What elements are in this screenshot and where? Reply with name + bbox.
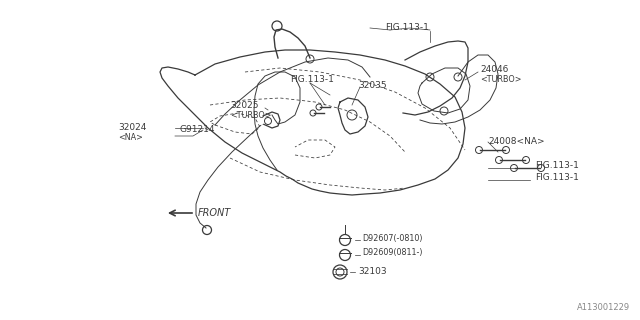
- Text: 24008<NA>: 24008<NA>: [488, 138, 545, 147]
- Text: A113001229: A113001229: [577, 303, 630, 312]
- Text: <NA>: <NA>: [118, 132, 143, 141]
- Text: 32103: 32103: [358, 268, 387, 276]
- Text: 32024: 32024: [118, 123, 147, 132]
- Text: FIG.113-1: FIG.113-1: [385, 23, 429, 33]
- Text: FIG.113-1: FIG.113-1: [290, 76, 334, 84]
- Text: <TURBO>: <TURBO>: [480, 76, 522, 84]
- Text: <TURBO>: <TURBO>: [230, 110, 271, 119]
- Text: 32035: 32035: [358, 81, 387, 90]
- Text: G91214: G91214: [180, 125, 216, 134]
- Text: D92609(0811-): D92609(0811-): [362, 249, 422, 258]
- Text: D92607(-0810): D92607(-0810): [362, 234, 422, 243]
- Text: 32025: 32025: [230, 100, 259, 109]
- Circle shape: [258, 119, 264, 125]
- Text: FRONT: FRONT: [198, 208, 231, 218]
- Text: FIG.113-1: FIG.113-1: [535, 161, 579, 170]
- Text: FIG.113-1: FIG.113-1: [535, 173, 579, 182]
- Text: 24046: 24046: [480, 66, 508, 75]
